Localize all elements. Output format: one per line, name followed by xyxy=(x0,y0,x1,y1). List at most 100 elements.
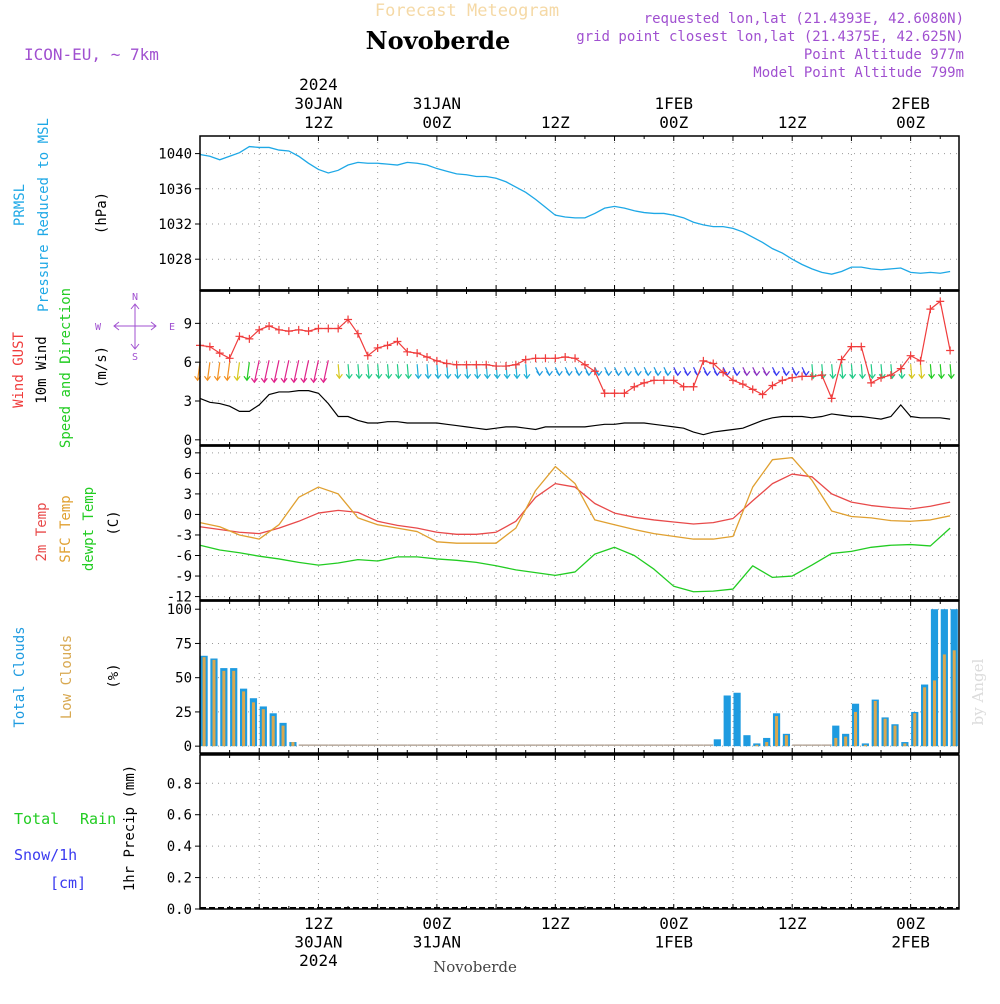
wind-arrow-head xyxy=(243,375,251,382)
wind-gust-point xyxy=(294,325,303,334)
wind-gust-point xyxy=(817,371,826,380)
wind-arrow-head xyxy=(233,375,241,382)
wind-gust-point xyxy=(492,362,501,371)
wind-arrow xyxy=(206,362,211,381)
wind-arrow xyxy=(303,360,310,383)
y-tick-label: 75 xyxy=(175,636,192,652)
wind-arrow-head xyxy=(615,370,623,377)
pressure-line xyxy=(199,145,951,275)
model-label: ICON-EU, ~ 7km xyxy=(24,45,159,64)
wind-arrow-head xyxy=(908,373,916,380)
wind-gust-point xyxy=(452,360,461,369)
wind-arrow-head xyxy=(654,370,662,377)
wind-gust-point xyxy=(847,342,856,351)
wind-10m-line xyxy=(199,390,951,436)
total-cloud-bar xyxy=(713,739,721,747)
precip-unit: 1hr Precip (mm) xyxy=(122,765,138,891)
wind-gust-point xyxy=(798,372,807,381)
time-label: 00Z xyxy=(659,113,688,132)
wind-gust-label: Wind GUST xyxy=(11,332,27,408)
wind-gust-point xyxy=(640,378,649,387)
wind-arrow-head xyxy=(335,373,343,380)
wind-gust-point xyxy=(857,342,866,351)
low-cloud-bar xyxy=(932,680,936,747)
total-cloud-bar xyxy=(832,725,840,747)
wind-arrow-head xyxy=(260,377,268,384)
wind-unit: (m/s) xyxy=(94,346,110,388)
wind-arrow-head xyxy=(782,370,790,377)
wind-arrow xyxy=(246,362,250,381)
wind-arrow xyxy=(525,364,528,379)
low-cloud-bar xyxy=(212,659,216,747)
wind-arrow xyxy=(367,364,370,379)
y-tick-label: 0.6 xyxy=(167,808,192,824)
time-label: 00Z xyxy=(896,113,925,132)
cloud-bars xyxy=(200,609,958,747)
wind-arrow xyxy=(929,364,933,379)
y-tick-label: 1036 xyxy=(158,182,192,198)
wind-gust-point xyxy=(630,382,639,391)
wind-gust-point xyxy=(353,329,362,338)
plot-layer: 10281032103610400369-12-9-6-303690255075… xyxy=(158,75,960,970)
wind-gust-point xyxy=(886,371,895,380)
wind-arrow-head xyxy=(493,373,501,380)
location-title: Novoberde xyxy=(366,26,511,55)
wind-gust-point xyxy=(679,382,688,391)
time-label: 00Z xyxy=(422,113,451,132)
wind-arrow xyxy=(273,360,280,383)
wind-gust-point xyxy=(748,385,757,394)
wind-gust-point xyxy=(235,332,244,341)
wind-arrow-head xyxy=(684,370,692,377)
low-cloud-bar xyxy=(854,711,858,747)
wind-arrow-head xyxy=(414,373,422,380)
wind-arrow xyxy=(939,364,943,379)
wind-arrow-head xyxy=(829,373,837,380)
wind-gust-point xyxy=(205,342,214,351)
wind-arrow-head xyxy=(483,373,491,380)
wind-gust-point xyxy=(669,376,678,385)
wind-gust-point xyxy=(215,349,224,358)
wind-arrow-head xyxy=(849,373,857,380)
y-tick-label: 9 xyxy=(184,446,192,462)
wind-gust-point xyxy=(304,327,313,336)
temp-unit: (C) xyxy=(106,510,122,535)
wind-gust-point xyxy=(580,360,589,369)
wind-gust-point xyxy=(916,356,925,365)
wind-arrow-head xyxy=(898,373,906,380)
precip-panel: 0.0 0.2 0.4 0.6 0.8 xyxy=(167,755,959,918)
wind-arrow-head xyxy=(644,370,652,377)
clouds-panel: 0 25 50 75 100 xyxy=(167,601,959,755)
clouds-unit: (%) xyxy=(106,663,122,688)
wind-gust-point xyxy=(274,325,283,334)
time-label: 30JAN xyxy=(294,94,342,113)
wind-arrow-head xyxy=(464,373,472,380)
wind-gust-point xyxy=(551,354,560,363)
pressure-panel: 1028 1032 1036 1040 xyxy=(158,136,959,290)
total-cloud-bar xyxy=(930,609,939,747)
time-label: 1FEB xyxy=(654,94,693,113)
y-tick-label: 9 xyxy=(184,316,192,332)
wind-10m-label: 10m Wind xyxy=(34,336,50,403)
wind-arrow xyxy=(880,364,883,379)
requested-coords: requested lon,lat (21.4393E, 42.6080N) xyxy=(644,11,964,27)
low-cloud-bar xyxy=(251,702,255,747)
y-tick-label: 50 xyxy=(175,671,192,687)
y-tick-label: 6 xyxy=(184,466,192,482)
wind-gust-point xyxy=(314,324,323,333)
wind-gust-point xyxy=(501,362,510,371)
wind-arrow xyxy=(216,362,221,381)
wind-gust-point xyxy=(571,354,580,363)
wind-arrow xyxy=(919,364,923,379)
precip-total-label: Total xyxy=(14,810,59,828)
y-tick-label: 0 xyxy=(184,433,192,449)
wind-arrow-head xyxy=(859,373,866,380)
wind-arrow-head xyxy=(454,373,462,380)
low-cloud-bar xyxy=(222,670,226,747)
wind-gust-point xyxy=(432,356,441,365)
low-cloud-bar xyxy=(893,725,897,747)
time-label: 12Z xyxy=(778,914,807,933)
wind-arrow-head xyxy=(947,373,955,380)
temp-2m-line xyxy=(199,473,951,535)
time-label: 2FEB xyxy=(891,94,930,113)
